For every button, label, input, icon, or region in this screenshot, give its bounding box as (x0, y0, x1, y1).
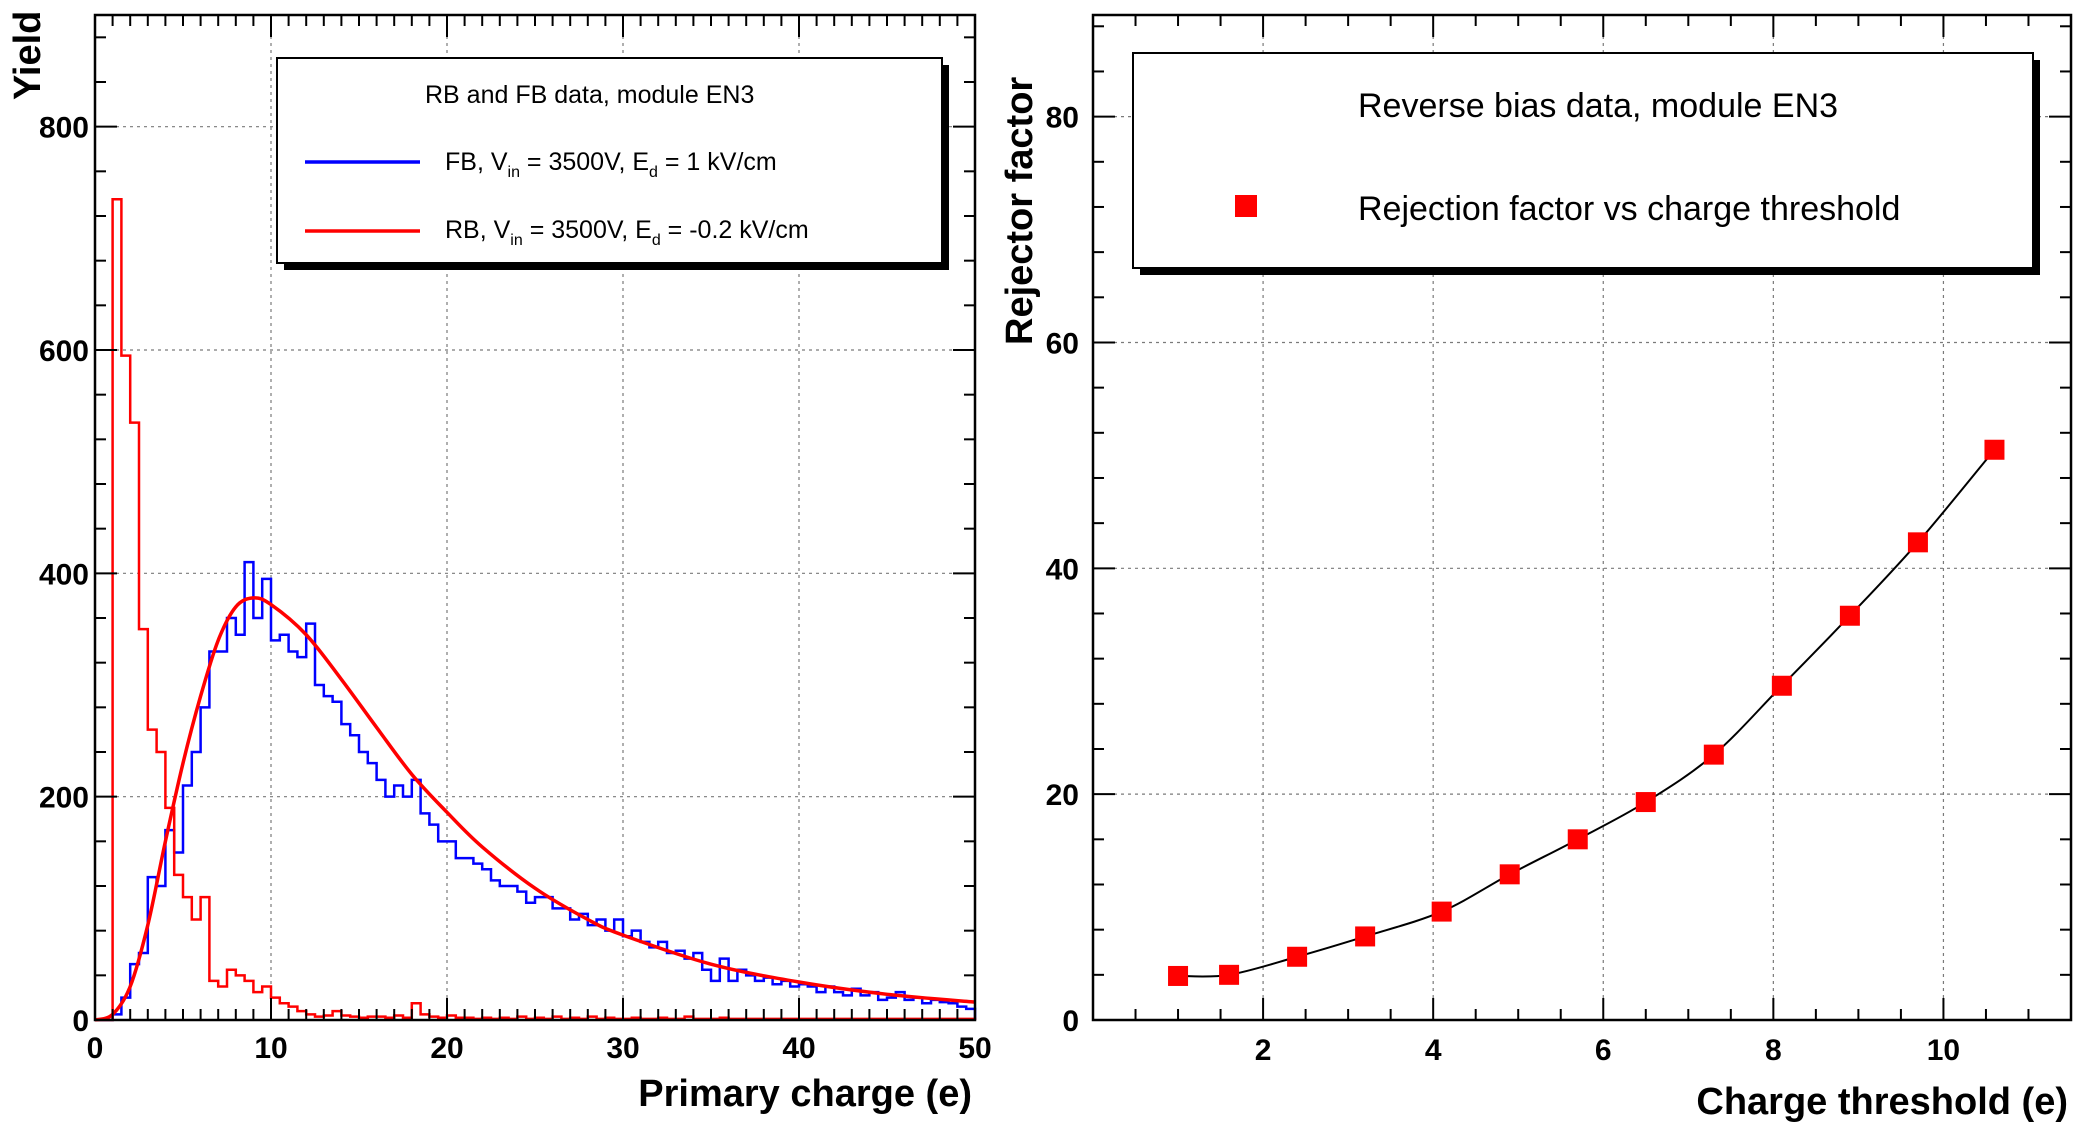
data-point-marker (1287, 946, 1308, 967)
legend-square-marker (1235, 195, 1257, 217)
right-x-tick-label: 4 (1425, 1034, 1442, 1067)
left-y-tick-label: 400 (39, 558, 89, 591)
right-plot-frame (1091, 13, 2073, 1022)
left-x-tick-label: 20 (430, 1032, 463, 1065)
right-y-tick-label: 20 (1046, 779, 1079, 812)
right-chart: 2 4 6 8 10 0 20 40 60 80 Charge threshold (e) Rej… (999, 13, 2073, 1123)
data-point-marker (1703, 744, 1724, 765)
right-y-tick-label: 80 (1046, 102, 1079, 135)
legend-fb-label: FB, Vin = 3500V, Ed = 1 kV/cm (445, 148, 777, 181)
left-chart: 0 10 20 30 40 50 0 200 400 600 800 Primary charge … (7, 11, 992, 1115)
fit-curve (94, 596, 976, 1022)
trend-line-path (1178, 449, 1996, 978)
right-tick-labels: 2 4 6 8 10 0 20 40 60 80 (1046, 102, 1960, 1067)
right-legend: Reverse bias data, module EN3 Rejection … (1132, 52, 2040, 275)
left-legend: RB and FB data, module EN3 FB, Vin = 350… (276, 57, 949, 270)
trend-line (1178, 449, 1996, 978)
left-x-tick-label: 30 (606, 1032, 639, 1065)
data-point-marker (1839, 605, 1860, 626)
right-x-tick-label: 10 (1927, 1034, 1960, 1067)
left-x-tick-label: 40 (782, 1032, 815, 1065)
left-x-tick-label: 10 (254, 1032, 287, 1065)
right-y-tick-label: 0 (1062, 1005, 1079, 1038)
right-legend-box (1132, 52, 2034, 269)
left-y-tick-label: 600 (39, 335, 89, 368)
right-y-axis-title: Rejector factor (999, 77, 1041, 345)
left-x-tick-label: 50 (958, 1032, 991, 1065)
left-y-tick-label: 200 (39, 782, 89, 815)
data-point-marker (1907, 532, 1928, 553)
legend-rb-label: RB, Vin = 3500V, Ed = -0.2 kV/cm (445, 216, 809, 249)
data-point-marker (1219, 964, 1240, 985)
left-axis-ticks (94, 15, 976, 1021)
right-x-tick-label: 8 (1765, 1034, 1782, 1067)
right-legend-title: Reverse bias data, module EN3 (1358, 87, 1838, 125)
left-x-tick-label: 0 (87, 1032, 104, 1065)
data-point-marker (1355, 926, 1376, 947)
data-point-marker (1499, 864, 1520, 885)
data-point-marker (1567, 829, 1588, 850)
fb-histogram (95, 560, 977, 1022)
data-point-marker (1431, 901, 1452, 922)
left-legend-title: RB and FB data, module EN3 (425, 81, 754, 109)
left-y-tick-label: 800 (39, 112, 89, 145)
right-legend-entry: Rejection factor vs charge threshold (1358, 190, 1900, 228)
right-y-tick-label: 40 (1046, 553, 1079, 586)
data-point-marker (1168, 965, 1189, 986)
left-tick-labels: 0 10 20 30 40 50 0 200 400 600 800 (39, 112, 992, 1065)
left-y-axis-title: Yield (7, 11, 49, 100)
left-x-axis-title: Primary charge (e) (638, 1073, 972, 1115)
left-y-tick-label: 0 (72, 1005, 89, 1038)
right-y-tick-label: 60 (1046, 327, 1079, 360)
right-x-axis-title: Charge threshold (e) (1696, 1081, 2068, 1123)
fb-histogram-line (95, 560, 977, 1022)
right-x-tick-label: 6 (1595, 1034, 1612, 1067)
data-point-marker (1984, 439, 2005, 460)
right-x-tick-label: 2 (1255, 1034, 1272, 1067)
fit-curve-line (94, 596, 976, 1022)
data-point-marker (1771, 675, 1792, 696)
data-points (1168, 439, 2005, 986)
right-axis-ticks (1092, 15, 2072, 1021)
data-point-marker (1635, 792, 1656, 813)
